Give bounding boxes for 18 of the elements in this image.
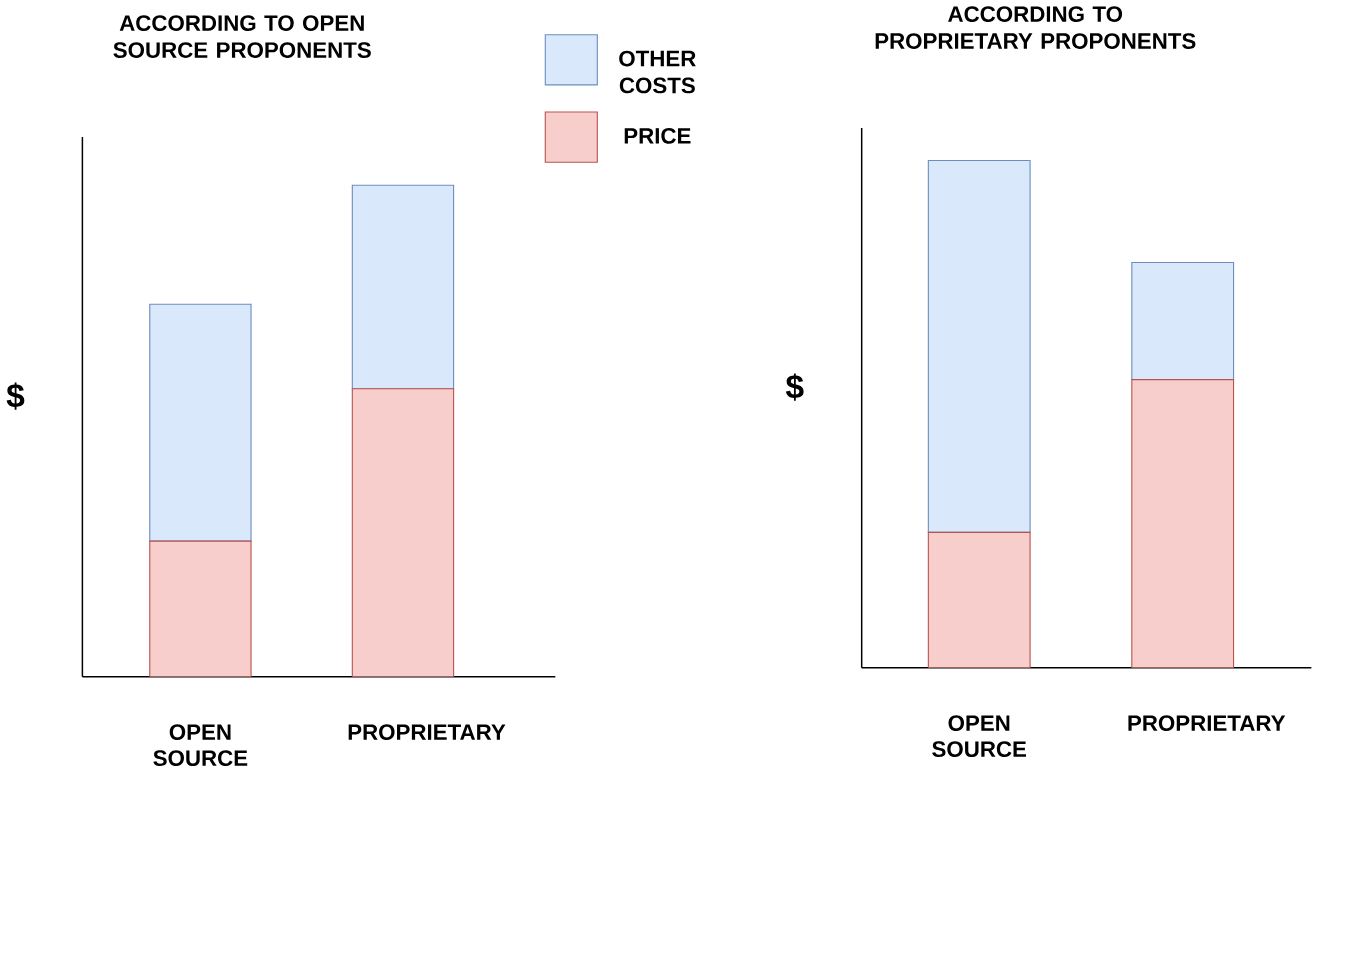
bar [351,184,455,390]
bar [351,388,455,677]
x-tick-label: OPEN SOURCE [932,715,1027,758]
bar [149,540,252,677]
bar [1131,379,1235,668]
legend-label: PRICE [624,127,691,144]
x-tick-label: OPEN SOURCE [153,724,248,767]
bar [927,159,1031,533]
x-tick-label: PROPRIETARY [348,724,506,741]
x-tick-label: PROPRIETARY [1128,715,1286,732]
y-axis-title: $ [6,382,25,410]
bar [1131,261,1235,381]
chart-title: ACCORDING TO OPEN SOURCE PROPONENTS [113,15,371,58]
y-axis-title: $ [785,373,804,401]
bar [149,303,252,542]
bar [927,531,1031,668]
legend-label: OTHER COSTS [619,50,696,94]
chart-title: ACCORDING TO PROPRIETARY PROPONENTS [875,6,1196,49]
